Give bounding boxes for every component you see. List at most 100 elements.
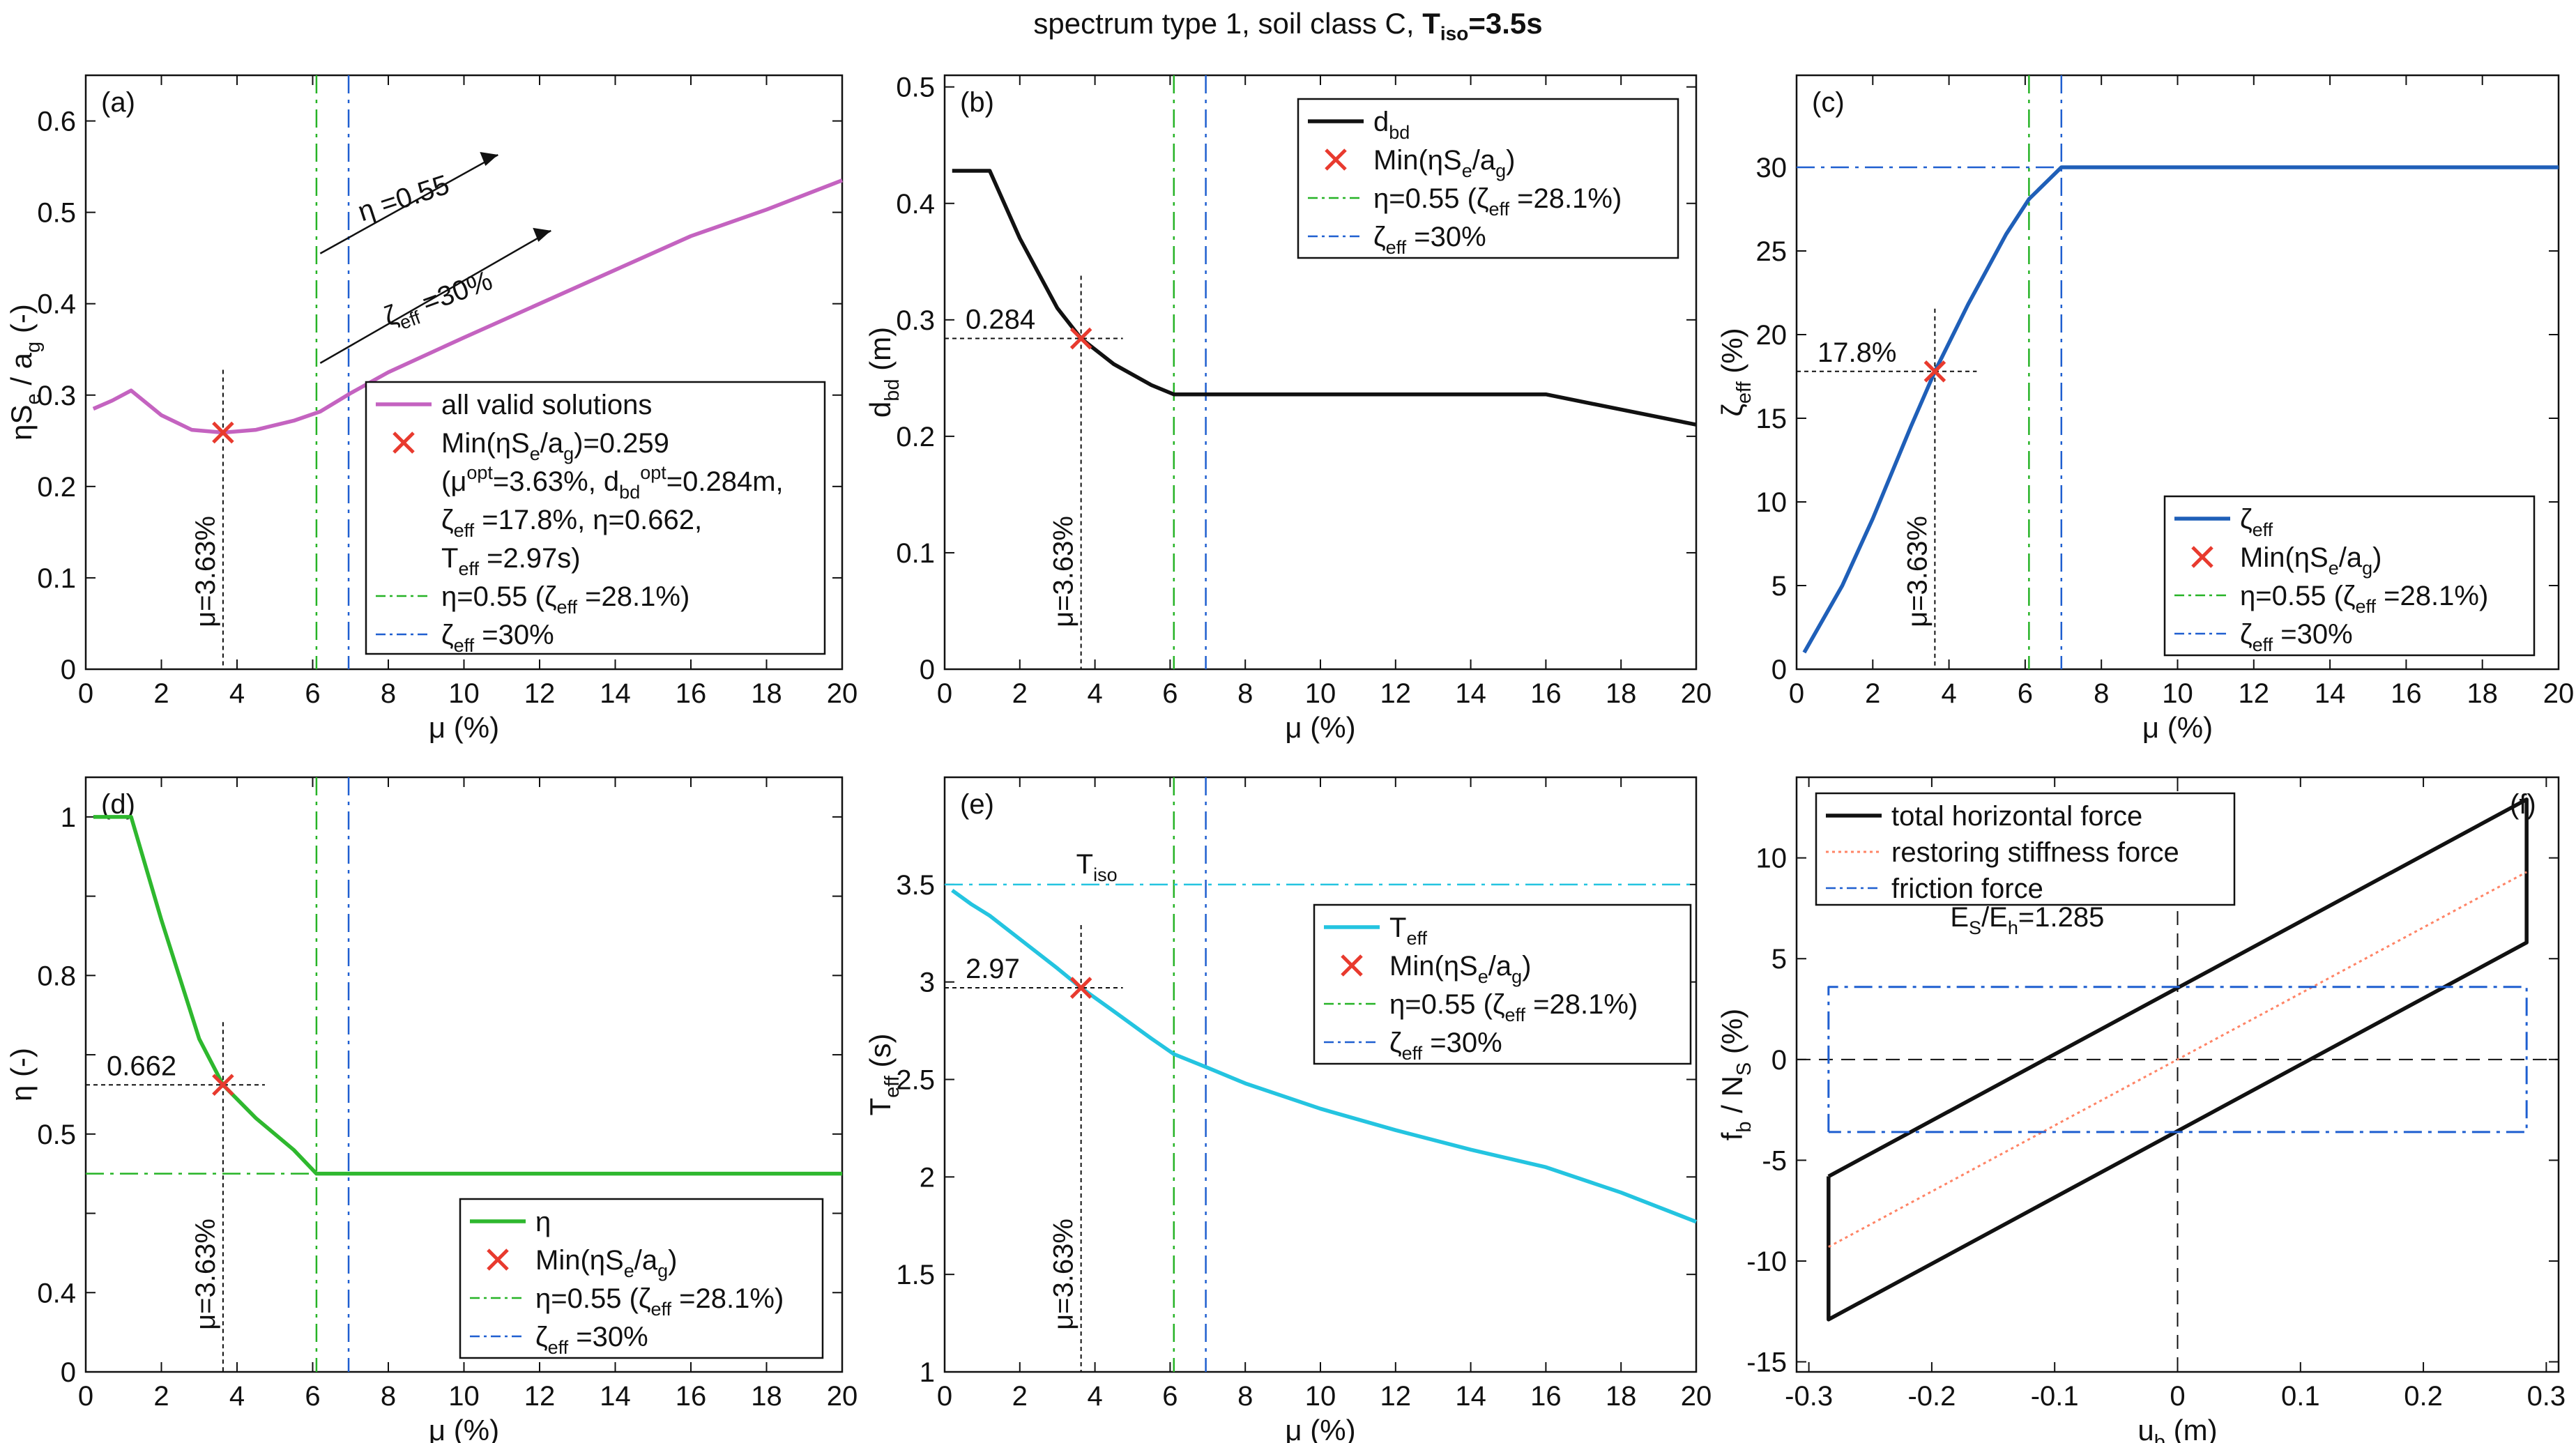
zeta-arrow xyxy=(319,229,551,364)
x-tick-label: 4 xyxy=(229,1381,245,1412)
x-tick-label: 14 xyxy=(600,1381,631,1412)
opt-value-label: 0.284 xyxy=(966,305,1035,335)
legend-entry-text: η=0.55 (ζeff =28.1%) xyxy=(1389,989,1638,1025)
x-axis-label: μ (%) xyxy=(429,1414,499,1443)
x-tick-label: 12 xyxy=(524,678,556,709)
x-tick-label: 18 xyxy=(2467,678,2498,709)
opt-guide-label: μ=3.63% xyxy=(190,1219,221,1330)
zeta-arrow-label: ζeff =30% xyxy=(380,265,498,337)
x-tick-label: 18 xyxy=(751,678,782,709)
y-axis-label: ζeff (%) xyxy=(1716,328,1755,416)
x-tick-label: 14 xyxy=(1455,1381,1486,1412)
legend-box xyxy=(1297,98,1679,259)
panel-label: (c) xyxy=(1812,87,1845,118)
y-axis-label: ηSe / ag (-) xyxy=(5,304,45,441)
x-tick-label: 2 xyxy=(1012,1381,1028,1412)
x-tick-label: 10 xyxy=(1305,1381,1336,1412)
legend-swatch-cross xyxy=(393,432,415,454)
x-tick-label: 0 xyxy=(937,1381,952,1412)
x-tick-label: 8 xyxy=(1237,678,1253,709)
x-tick-label: 0.2 xyxy=(2404,1381,2443,1412)
x-tick-label: 12 xyxy=(1380,1381,1412,1412)
legend-entry-text: Min(ηSe/ag)=0.259 xyxy=(441,428,669,464)
opt-value-label: 2.97 xyxy=(966,954,1020,984)
figure-title-prefix: spectrum type 1, soil class C, xyxy=(1033,7,1415,40)
panel-label: (a) xyxy=(101,87,135,118)
legend-box xyxy=(459,1198,824,1359)
x-tick-label: 10 xyxy=(1305,678,1336,709)
x-tick-label: 0 xyxy=(78,678,93,709)
x-tick-label: 2 xyxy=(1012,678,1028,709)
y-tick-label: 3.5 xyxy=(896,870,935,901)
opt-point-marker xyxy=(1069,977,1092,999)
legend-box xyxy=(1313,903,1692,1065)
x-tick-label: 4 xyxy=(229,678,245,709)
x-tick-label: 8 xyxy=(381,678,396,709)
x-tick-label: 8 xyxy=(2094,678,2109,709)
x-tick-label: 6 xyxy=(2018,678,2033,709)
legend-entry-text: Teff =2.97s) xyxy=(441,543,581,579)
x-tick-label: 20 xyxy=(1681,678,1712,709)
y-tick-label: 0.6 xyxy=(37,107,76,137)
legend-entry-text: total horizontal force xyxy=(1891,801,2142,832)
y-tick-label: 0.4 xyxy=(37,289,76,320)
opt-point-marker xyxy=(212,1074,234,1097)
x-tick-label: 0 xyxy=(937,678,952,709)
x-tick-label: 18 xyxy=(1606,678,1637,709)
series-line xyxy=(1802,165,2559,654)
opt-point-marker xyxy=(1069,327,1092,350)
x-tick-label: 0.3 xyxy=(2527,1381,2566,1412)
x-tick-label: 12 xyxy=(524,1381,556,1412)
x-tick-label: 18 xyxy=(1606,1381,1637,1412)
panel-label: (b) xyxy=(960,87,994,118)
legend-box xyxy=(1815,792,2236,906)
energy-ratio-annotation: ES/Eh=1.285 xyxy=(1950,902,2104,938)
x-tick-label: -0.2 xyxy=(1907,1381,1956,1412)
x-axis-label: μ (%) xyxy=(1285,1414,1355,1443)
x-tick-label: 2 xyxy=(153,678,169,709)
legend-entry-text: η=0.55 (ζeff =28.1%) xyxy=(1373,183,1622,220)
y-tick-label: 0.2 xyxy=(37,472,76,503)
opt-point-marker xyxy=(212,421,234,444)
figure-title: spectrum type 1, soil class C, Tiso=3.5s xyxy=(0,7,2576,45)
x-tick-label: 0 xyxy=(78,1381,93,1412)
y-tick-label: -5 xyxy=(1762,1145,1787,1176)
y-tick-label: 25 xyxy=(1756,236,1788,267)
x-tick-label: 4 xyxy=(1087,678,1102,709)
y-tick-label: 0 xyxy=(61,655,76,685)
x-tick-label: 6 xyxy=(1162,678,1178,709)
y-tick-label: 2.5 xyxy=(896,1064,935,1095)
series-line xyxy=(93,815,842,1176)
y-tick-label: 0.3 xyxy=(37,381,76,411)
x-axis-label: μ (%) xyxy=(2142,711,2213,744)
y-axis-label: Teff (s) xyxy=(864,1033,904,1115)
opt-guide-label: μ=3.63% xyxy=(190,516,221,627)
series-line xyxy=(92,178,843,435)
x-tick-label: 16 xyxy=(1530,678,1562,709)
y-axis-label: η (-) xyxy=(5,1048,38,1101)
legend-swatch-cross xyxy=(487,1249,509,1271)
legend-entry-text: ζeff =30% xyxy=(441,620,554,656)
opt-point-marker xyxy=(1923,360,1946,383)
eta-arrow-label: η =0.55 xyxy=(354,169,453,227)
y-tick-label: 0.3 xyxy=(896,305,935,336)
legend-entry-text: Min(ηSe/ag) xyxy=(535,1245,677,1281)
x-tick-label: 20 xyxy=(827,678,858,709)
x-tick-label: 6 xyxy=(1162,1381,1178,1412)
legend-entry-text: η=0.55 (ζeff =28.1%) xyxy=(535,1283,784,1320)
chart-panel-a: 0 2 4 6 8 10 12 14 16 18 20 0 0.1 0.2 0.3 0.4 0.5 0.6 μ (%… xyxy=(5,74,858,744)
legend-entry-text: η xyxy=(535,1207,551,1237)
x-axis-label: μ (%) xyxy=(1285,711,1355,744)
x-tick-label: 0 xyxy=(1789,678,1804,709)
x-tick-label: 12 xyxy=(1380,678,1412,709)
y-tick-label: 0.5 xyxy=(37,1120,76,1150)
y-tick-label: 1.5 xyxy=(896,1260,935,1290)
figure-title-bold: Tiso=3.5s xyxy=(1422,7,1543,45)
opt-guide-label: μ=3.63% xyxy=(1902,516,1933,627)
legend-entry-text: η=0.55 (ζeff =28.1%) xyxy=(441,581,689,618)
legend-entry-text: restoring stiffness force xyxy=(1891,837,2179,868)
x-tick-label: 16 xyxy=(1530,1381,1562,1412)
x-tick-label: 2 xyxy=(153,1381,169,1412)
x-tick-label: 16 xyxy=(676,678,707,709)
